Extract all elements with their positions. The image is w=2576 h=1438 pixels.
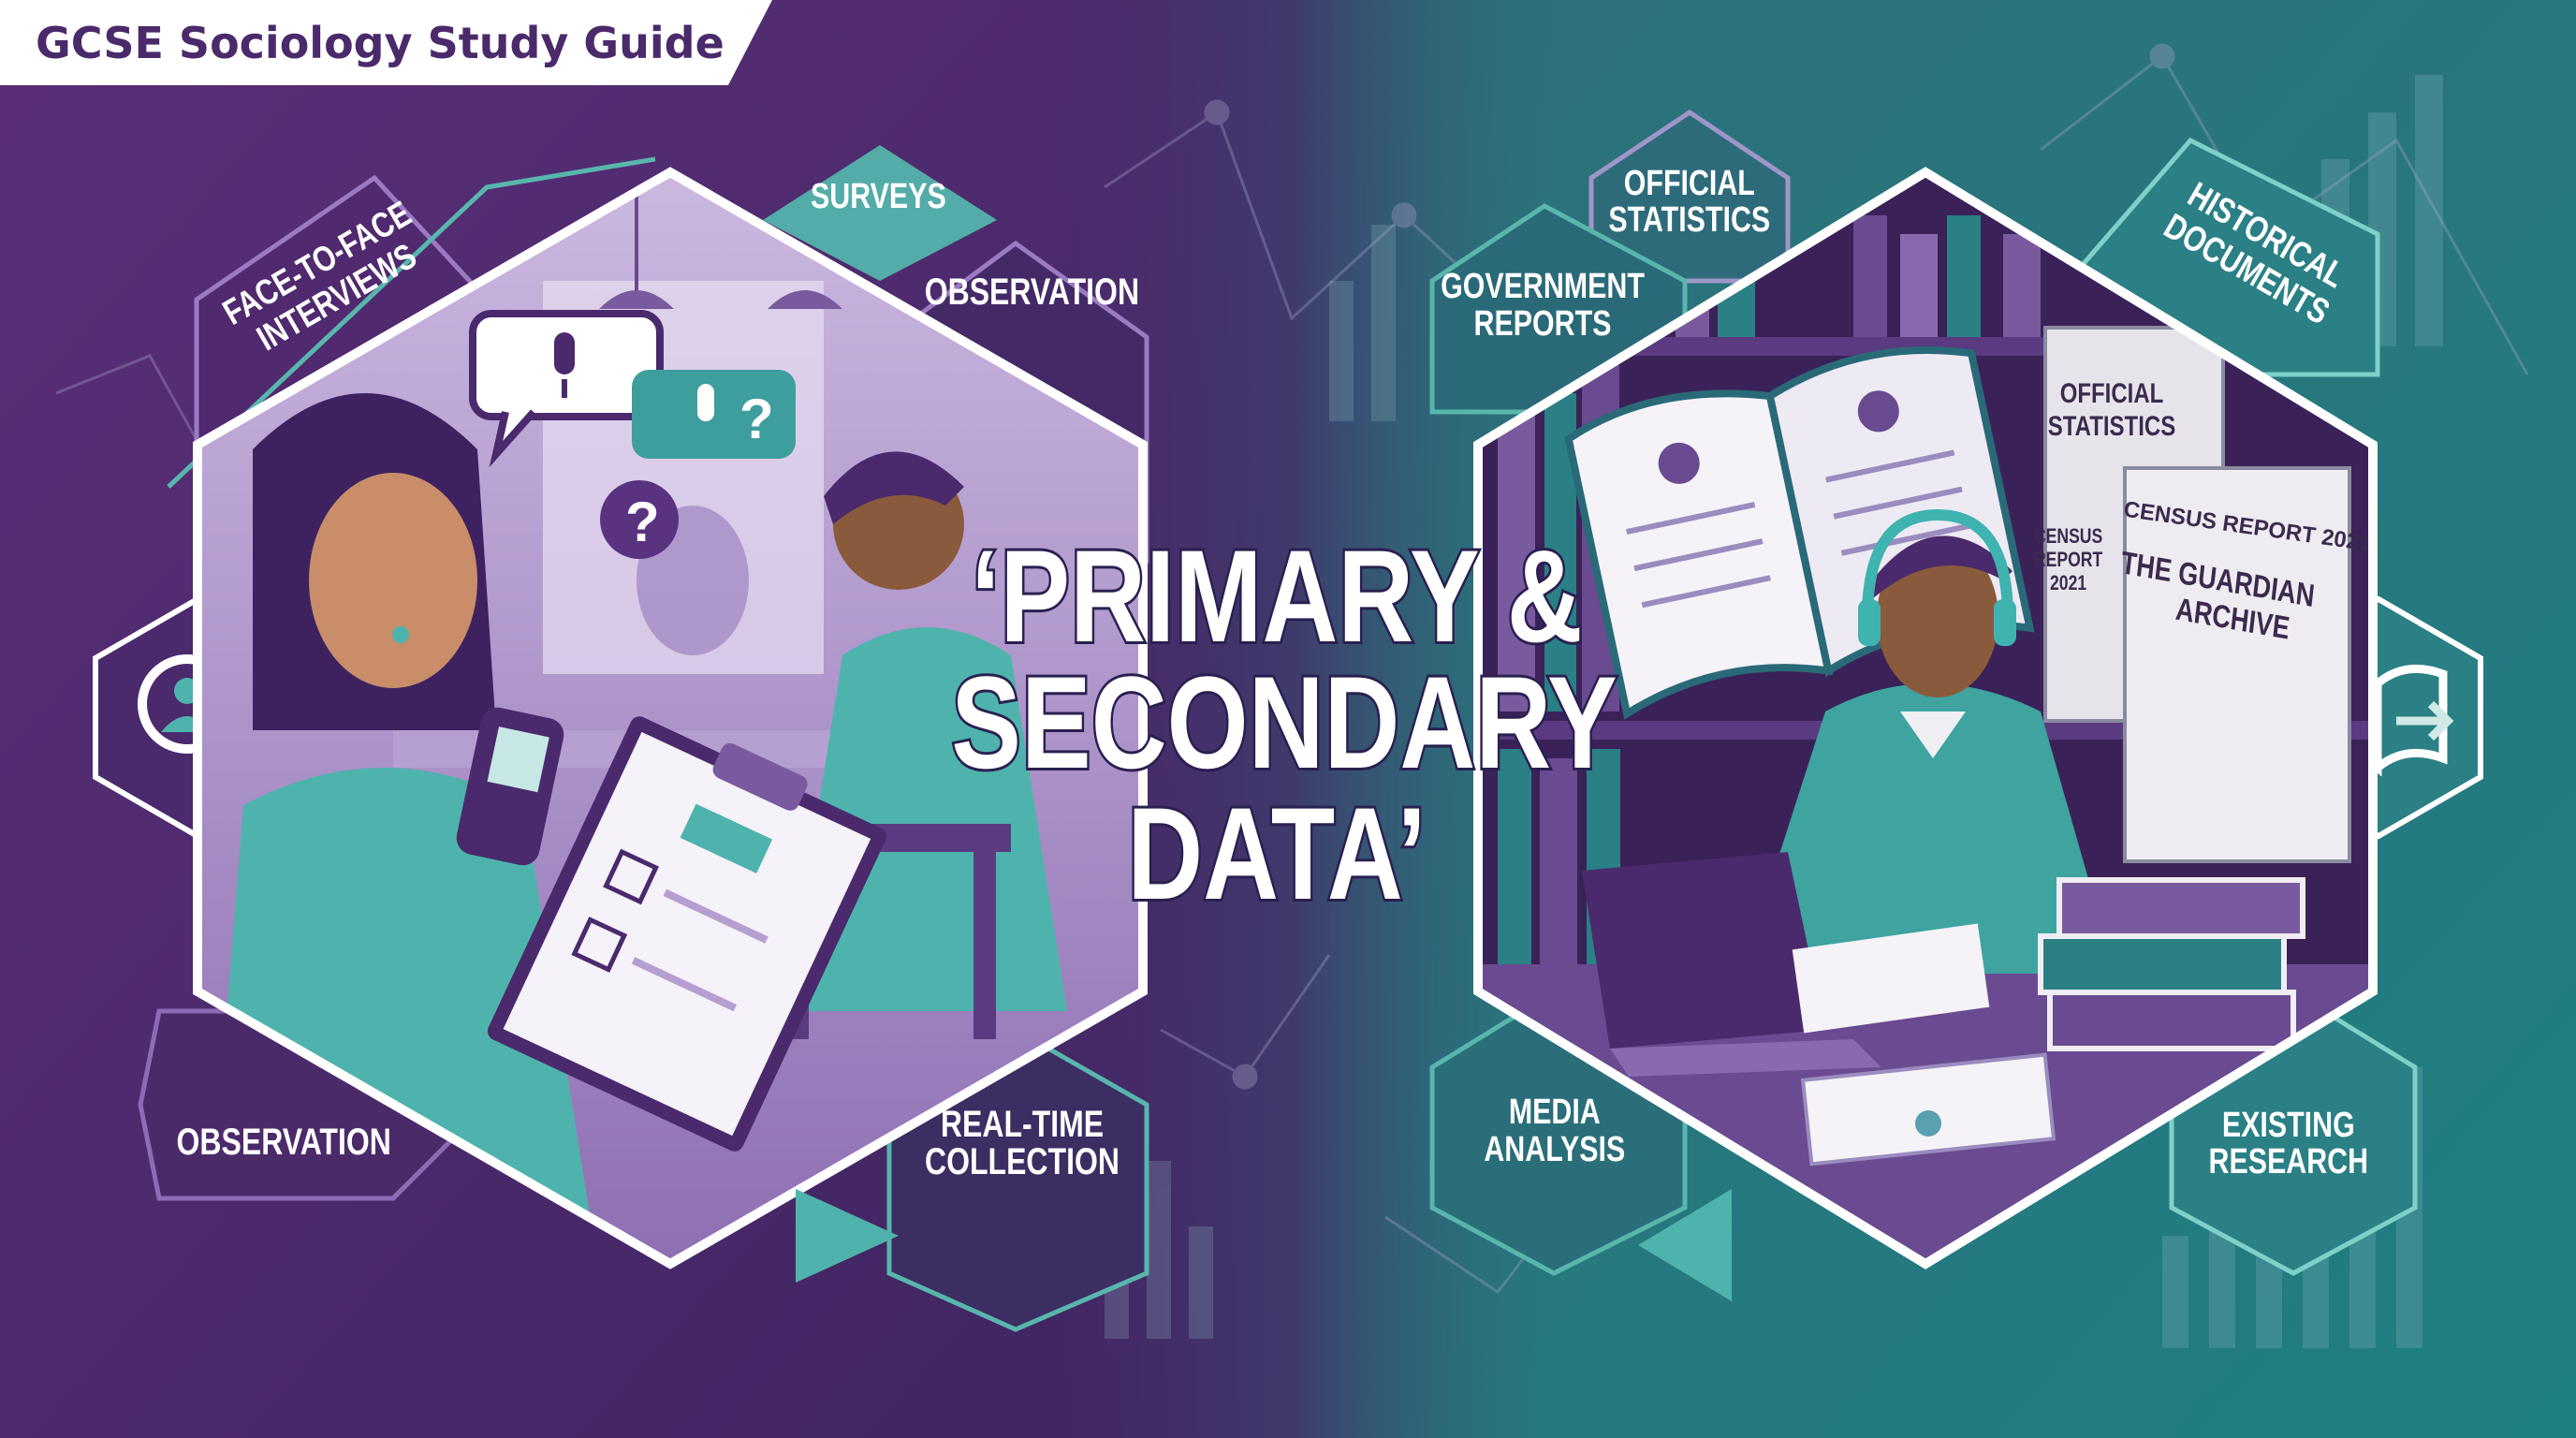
label-observation-top: OBSERVATION [925, 271, 1139, 313]
label-realtime-line2: COLLECTION [925, 1140, 1120, 1182]
newspaper-census-small-3: 2021 [2050, 572, 2086, 594]
label-media-line2: ANALYSIS [1484, 1130, 1625, 1169]
label-official-line2: STATISTICS [1608, 200, 1770, 240]
label-realtime-line1: REAL-TIME [941, 1103, 1104, 1145]
newspaper-official-line1: OFFICIAL [2060, 376, 2164, 408]
play-triangle-decor [796, 1189, 899, 1283]
headline-line3: DATA’ [1127, 780, 1426, 927]
primary-research-scene: ? ? [193, 167, 1148, 1269]
question-bubble: ? [600, 480, 679, 559]
report-papers [1800, 1052, 2056, 1167]
laptop [1582, 852, 1881, 1077]
newspaper-census-small-2: REPORT [2034, 549, 2102, 571]
label-media-line1: MEDIA [1509, 1093, 1601, 1132]
label-government-line2: REPORTS [1474, 304, 1612, 344]
banner-title: GCSE Sociology Study Guide [36, 18, 724, 68]
label-existing-line1: EXISTING [2222, 1106, 2355, 1145]
triangle-decor [1638, 1189, 1732, 1301]
headline: ‘PRIMARY & SECONDARY DATA’ [949, 520, 1620, 929]
label-government-line1: GOVERNMENT [1441, 267, 1645, 306]
headline-line2: SECONDARY [951, 649, 1617, 796]
svg-text:?: ? [739, 388, 774, 450]
question-speech-bubble: ? [632, 370, 796, 459]
headline-line1: ‘PRIMARY & [971, 522, 1582, 669]
title-banner: GCSE Sociology Study Guide [0, 0, 772, 85]
newspaper-guardian-archive: CENSUS REPORT 2021 THE GUARDIAN ARCHIVE [2119, 466, 2373, 863]
label-existing-line2: RESEARCH [2209, 1142, 2369, 1181]
label-observation-bottom: OBSERVATION [177, 1121, 391, 1163]
newspaper-census-small-1: CENSUS [2034, 525, 2102, 548]
microphone-speech-bubble [469, 310, 664, 468]
book-stack [2038, 877, 2305, 1051]
label-surveys: SURVEYS [811, 177, 946, 216]
svg-text:?: ? [625, 491, 660, 553]
label-official-line1: OFFICIAL [1624, 164, 1755, 203]
newspaper-official-line2: STATISTICS [2048, 409, 2175, 441]
